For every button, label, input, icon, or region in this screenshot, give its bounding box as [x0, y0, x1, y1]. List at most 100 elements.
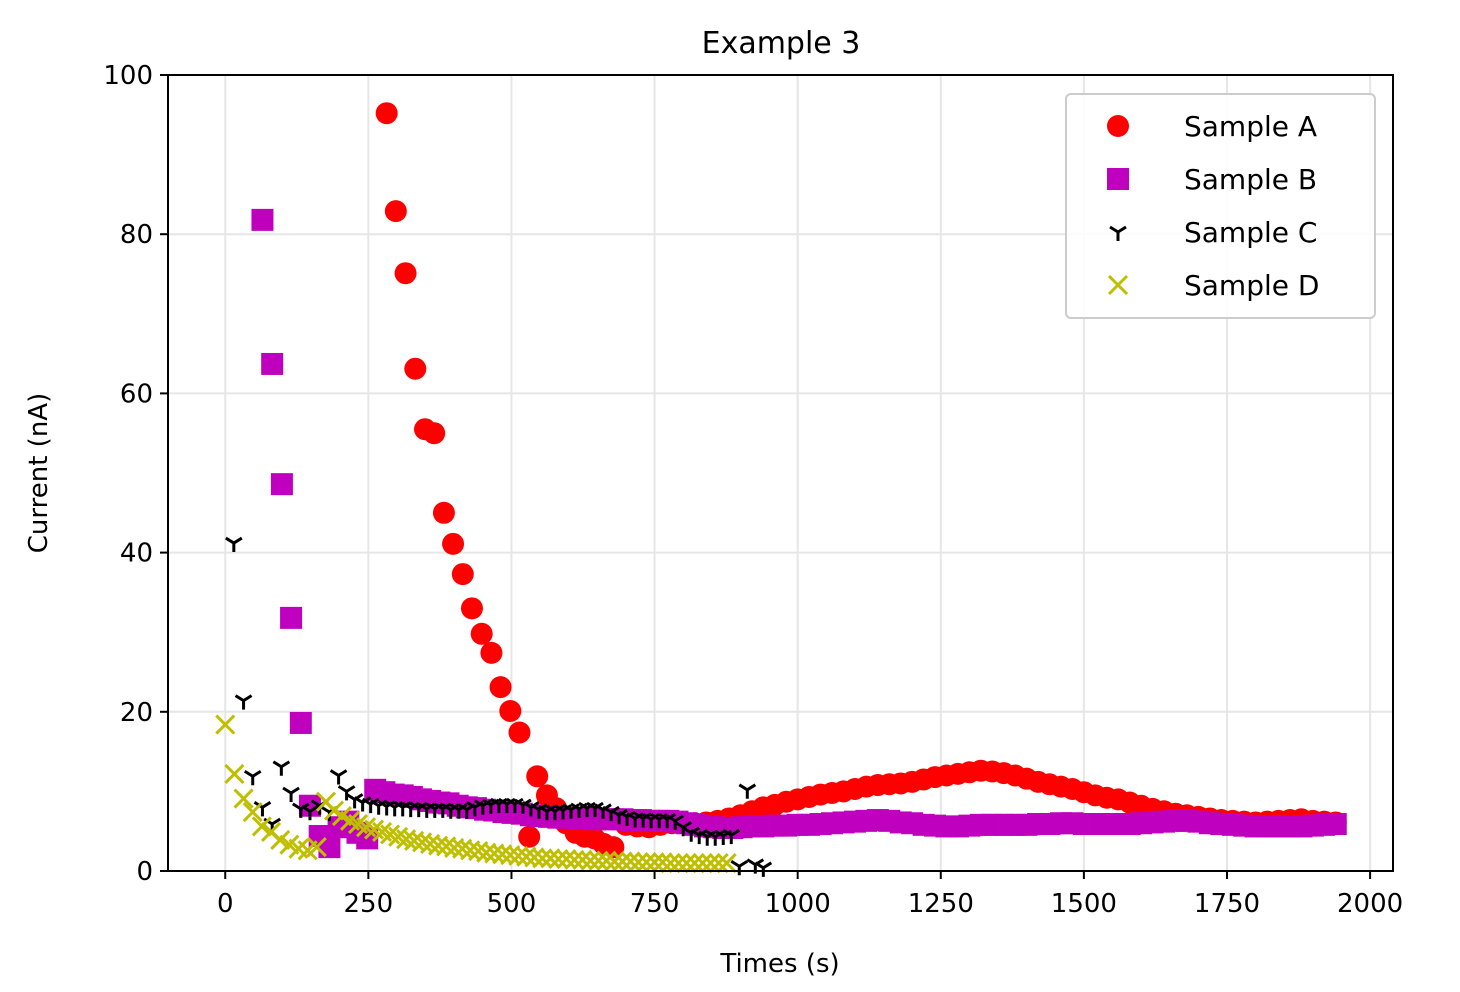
sample-d-point: [684, 852, 705, 874]
y-tick-label: 60: [120, 379, 153, 409]
sample-d-point: [251, 816, 272, 837]
legend-entry-sample-b: Sample B: [1107, 163, 1317, 196]
sample-d-point: [628, 852, 649, 873]
sample-a-point: [518, 825, 541, 848]
sample-d-point: [700, 852, 721, 874]
sample-d-point: [612, 851, 633, 872]
sample-d-point: [596, 850, 617, 871]
sample-b-point: [251, 208, 274, 231]
sample-b-point: [280, 606, 303, 629]
sample-d-point: [652, 852, 673, 873]
legend-marker-sample-b: [1107, 168, 1129, 190]
axis-ticks: 0 250 500 750 1000 1250 1500 1750 2000 0 20 40 60 80 1…: [103, 61, 1403, 919]
sample-d-point: [620, 851, 641, 872]
x-tick-label: 750: [630, 889, 680, 919]
sample-d-point: [548, 848, 569, 870]
sample-d-point: [572, 849, 593, 870]
sample-d-point: [580, 850, 601, 871]
y-tick-label: 20: [120, 698, 153, 728]
sample-d-point: [484, 843, 505, 864]
x-tick-label: 1750: [1194, 889, 1260, 919]
sample-d-point: [708, 852, 729, 874]
sample-d-point: [306, 837, 327, 858]
sample-d-point: [604, 851, 625, 872]
sample-a-point: [526, 765, 549, 788]
sample-d-point: [444, 837, 465, 858]
y-tick-label: 40: [120, 539, 153, 569]
sample-d-point: [532, 848, 553, 869]
sample-d-point: [492, 844, 513, 865]
sample-d-point: [420, 833, 441, 854]
sample-d-point: [564, 849, 585, 870]
legend-label: Sample B: [1184, 163, 1317, 196]
sample-a-point: [470, 622, 493, 645]
sample-a-point: [384, 200, 407, 223]
sample-c-point: [243, 770, 262, 786]
sample-a-point: [508, 721, 531, 744]
sample-b-point: [261, 352, 284, 375]
plot-frame: [167, 74, 1394, 872]
sample-d-point: [452, 838, 473, 859]
sample-d-point: [588, 850, 609, 871]
sample-a-point: [460, 597, 483, 620]
sample-d-point: [436, 836, 457, 857]
sample-a-point: [499, 700, 522, 723]
y-tick-label: 80: [120, 220, 153, 250]
sample-d-point: [524, 847, 545, 868]
sample-d-point: [476, 842, 497, 863]
x-tick-label: 1500: [1051, 889, 1117, 919]
data-marks: [215, 102, 1347, 877]
sample-d-point: [460, 840, 481, 861]
sample-b-point: [318, 836, 341, 859]
x-tick-label: 2000: [1337, 889, 1403, 919]
chart-title: Example 3: [702, 26, 861, 61]
legend-entry-sample-d: Sample D: [1107, 269, 1319, 302]
sample-d-point: [404, 830, 425, 851]
legend-marker-sample-c: [1109, 225, 1127, 241]
sample-d-point: [636, 852, 657, 873]
sample-d-point: [516, 846, 537, 867]
sample-b-point: [298, 794, 321, 817]
sample-d-point: [716, 852, 737, 874]
sample-d-series: [215, 714, 737, 874]
legend-entry-sample-c: Sample C: [1109, 216, 1317, 249]
sample-c-point: [722, 828, 741, 845]
sample-a-point: [394, 262, 417, 285]
sample-a-point: [442, 532, 465, 555]
x-tick-label: 1000: [765, 889, 831, 919]
sample-b-point: [289, 711, 312, 734]
sample-a-point: [432, 501, 455, 524]
sample-c-point: [738, 783, 757, 799]
sample-b-point: [270, 473, 293, 496]
legend-entry-sample-a: Sample A: [1107, 110, 1317, 143]
x-tick-label: 250: [344, 889, 394, 919]
x-axis-label: Times (s): [719, 949, 839, 979]
sample-d-point: [412, 832, 433, 853]
sample-a-point: [423, 422, 446, 445]
sample-c-point: [282, 786, 300, 802]
sample-c-point: [329, 769, 348, 785]
sample-c-point: [272, 760, 291, 776]
y-tick-label: 0: [136, 857, 153, 887]
sample-a-point: [404, 357, 427, 380]
legend-marker-sample-d: [1107, 274, 1129, 296]
x-tick-label: 0: [217, 889, 234, 919]
sample-d-point: [540, 848, 561, 869]
sample-c-point: [301, 805, 319, 821]
sample-d-point: [224, 763, 245, 784]
sample-d-point: [692, 852, 713, 874]
legend-marker-sample-a: [1107, 115, 1129, 137]
legend-label: Sample A: [1184, 110, 1317, 143]
legend: Sample A Sample B Sample C Sample D: [1065, 93, 1376, 319]
sample-d-point: [508, 845, 529, 866]
sample-d-point: [500, 845, 521, 866]
sample-b-point: [1324, 813, 1347, 836]
sample-d-point: [668, 852, 689, 874]
sample-d-point: [660, 852, 681, 874]
y-tick-label: 100: [103, 61, 153, 91]
x-tick-label: 500: [487, 889, 537, 919]
legend-label: Sample D: [1184, 269, 1319, 302]
sample-d-point: [644, 852, 665, 873]
sample-d-point: [242, 802, 263, 823]
